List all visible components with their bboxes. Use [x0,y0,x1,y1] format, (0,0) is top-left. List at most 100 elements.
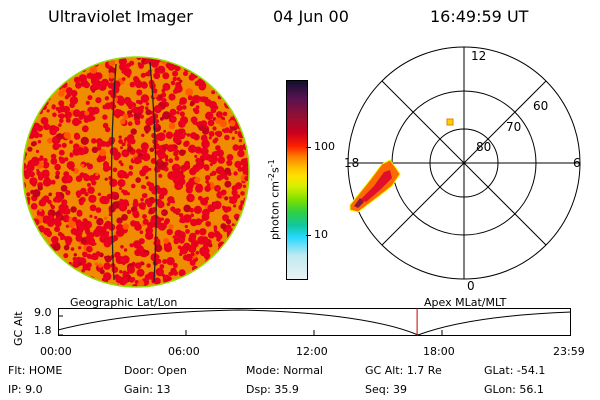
emission-speckle [129,243,134,248]
emission-speckle [36,170,41,176]
emission-speckle [234,130,238,134]
emission-speckle [239,246,246,253]
emission-speckle [85,100,90,105]
emission-speckle [31,74,38,82]
emission-speckle [96,80,103,86]
emission-speckle [143,125,151,133]
emission-speckle [61,66,67,72]
emission-speckle [75,82,82,89]
emission-speckle [216,111,223,118]
emission-speckle [225,80,231,85]
emission-speckle [243,58,249,65]
emission-speckle [24,174,30,179]
emission-speckle [224,167,231,175]
emission-speckle [45,90,51,96]
emission-speckle [24,57,31,58]
emission-speckle [23,222,26,231]
emission-speckle [67,136,71,140]
emission-speckle [108,72,115,79]
meridian-diag-b [381,80,547,246]
emission-speckle [33,57,42,59]
ip-value: 9.0 [25,383,43,396]
emission-speckle [84,192,89,197]
emission-speckle [231,69,238,76]
emission-speckle [26,226,35,235]
emission-speckle [58,149,65,156]
emission-speckle [41,89,47,95]
emission-speckle [221,89,229,97]
emission-speckle [190,213,194,217]
emission-speckle [89,204,97,212]
emission-speckle [40,117,49,125]
emission-speckle [23,102,25,108]
emission-speckle [153,277,161,285]
emission-speckle [173,239,179,245]
emission-speckle [240,86,249,95]
emission-speckle [206,57,215,65]
emission-speckle [59,157,66,164]
emission-speckle [89,57,95,58]
emission-speckle [54,163,61,171]
emission-speckle [161,97,167,104]
emission-speckle [172,135,181,144]
emission-speckle [48,192,53,197]
emission-speckle [30,57,38,62]
emission-speckle [58,90,65,97]
earth-disk-image[interactable] [20,54,252,290]
emission-speckle [212,283,218,287]
emission-speckle [39,228,43,232]
emission-speckle [106,231,110,235]
emission-speckle [202,138,208,143]
emission-speckle [47,259,52,264]
emission-speckle [144,274,151,281]
glon-value: 56.1 [519,383,544,396]
emission-speckle [109,286,116,287]
emission-speckle [35,79,42,86]
emission-speckle [165,157,169,162]
emission-speckle [45,273,51,280]
emission-speckle [52,127,58,133]
emission-speckle [168,158,174,164]
app-title: Ultraviolet Imager [48,7,193,26]
emission-speckle [63,253,69,259]
emission-speckle [141,165,150,173]
emission-speckle [186,193,195,203]
emission-speckle [23,72,28,78]
emission-speckle [23,206,25,211]
polar-plot[interactable]: 12 18 6 0 60 70 80 [330,40,600,298]
emission-speckle [141,193,147,199]
emission-speckle [185,88,194,96]
emission-speckle [104,96,110,101]
emission-speckle [59,274,67,282]
emission-speckle [218,267,225,275]
emission-speckle [26,236,31,241]
emission-speckle [165,131,174,139]
emission-speckle [60,271,67,278]
emission-speckle [61,202,67,208]
emission-speckle [168,93,176,101]
emission-speckle [178,120,186,128]
emission-speckle [193,285,201,287]
altitude-timeline[interactable] [58,308,572,338]
emission-speckle [244,63,249,69]
emission-speckle [81,125,89,133]
emission-speckle [46,249,50,253]
emission-speckle [148,167,152,171]
emission-speckle [37,140,42,144]
emission-speckle [55,106,60,111]
emission-speckle [229,72,236,78]
emission-speckle [23,67,25,72]
emission-speckle [117,98,125,106]
emission-speckle [63,278,70,285]
emission-speckle [232,63,236,67]
emission-speckle [238,225,244,231]
emission-speckle [208,278,216,286]
emission-speckle [145,176,149,180]
emission-speckle [28,251,36,259]
emission-speckle [26,192,31,197]
emission-speckle [216,166,225,175]
emission-speckle [202,127,210,135]
emission-speckle [171,57,176,58]
emission-speckle [52,112,57,118]
emission-speckle [108,59,116,67]
